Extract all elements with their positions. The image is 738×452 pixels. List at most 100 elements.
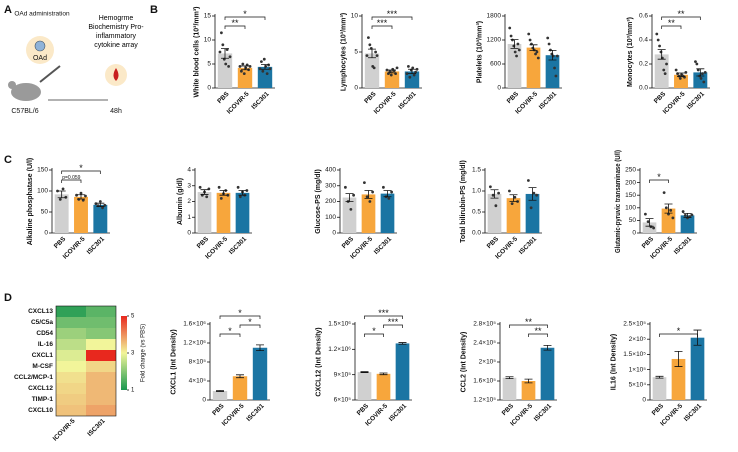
significance-label: **: [534, 326, 542, 336]
data-point: [367, 36, 370, 39]
heatmap-cell: [56, 405, 86, 416]
mouse-ear: [8, 81, 16, 89]
bar: [671, 358, 686, 400]
error-bar: [645, 218, 654, 227]
y-tick-label: 2.8×10⁵: [473, 321, 496, 328]
significance-label: ***: [378, 308, 389, 318]
panel-label: C: [4, 154, 12, 166]
data-point: [365, 195, 369, 199]
bar: [404, 71, 420, 88]
heatmap-cell: [56, 383, 86, 394]
y-tick-label: 50: [629, 217, 637, 224]
data-point: [510, 202, 514, 206]
y-tick-label: 200: [325, 198, 336, 205]
x-tick-label: PBS: [216, 90, 231, 105]
row-label: CXCL1: [32, 352, 54, 359]
error-bar: [241, 65, 249, 71]
heatmap-cell: [56, 350, 86, 361]
y-tick-label: 1200: [487, 37, 502, 44]
data-point: [554, 74, 558, 78]
y-axis-label: CXCL1 (Int Density): [171, 329, 178, 394]
x-tick-label: PBS: [341, 235, 356, 250]
error-bar: [96, 202, 105, 207]
bar: [502, 377, 517, 400]
significance-label: **: [525, 317, 533, 327]
heatmap-cell: [56, 306, 86, 317]
significance-bracket: [364, 315, 403, 319]
heatmap-cell: [86, 350, 116, 361]
data-point: [702, 80, 706, 84]
data-point: [219, 196, 223, 200]
row-label: C5/C5a: [31, 319, 53, 326]
y-tick-label: 2: [187, 198, 191, 205]
y-axis-label: White blood cells (10³/mm³): [194, 6, 201, 97]
x-tick-label: PBS: [486, 235, 501, 250]
virus-icon: [34, 40, 46, 52]
y-axis-label: Monocytes (10³/mm³): [627, 17, 634, 87]
data-point: [536, 56, 540, 60]
y-tick-label: 3: [187, 182, 191, 189]
data-point: [220, 31, 223, 35]
data-point: [81, 198, 85, 202]
y-tick-label: 5×10⁴: [629, 382, 647, 389]
significance-bracket: [219, 333, 241, 337]
error-bar: [383, 190, 392, 198]
y-tick-label: 0.4: [639, 37, 648, 44]
significance-label: p=0.059: [62, 175, 80, 181]
error-bar: [216, 390, 224, 392]
y-tick-label: 1.2×10⁶: [328, 346, 351, 353]
bar: [212, 390, 228, 400]
error-bar: [408, 68, 416, 74]
data-point: [242, 72, 246, 75]
colorbar-tick-label: 3: [131, 351, 135, 357]
heatmap-cell: [86, 328, 116, 339]
data-point: [352, 193, 356, 197]
row-label: CXCL10: [28, 407, 53, 414]
data-point: [343, 185, 347, 189]
data-point: [241, 62, 245, 66]
y-tick-label: 0.5: [472, 209, 481, 216]
y-tick-label: 1.6×10⁵: [473, 378, 496, 385]
significance-bracket: [371, 25, 393, 29]
y-tick-label: 2.4×10⁵: [473, 340, 496, 347]
error-bar: [677, 72, 685, 77]
y-axis-label: CCL2 (Int Density): [461, 332, 468, 393]
bar: [652, 377, 667, 400]
data-point: [56, 189, 59, 193]
y-tick-label: 2×10⁵: [629, 336, 647, 343]
data-point: [516, 42, 520, 46]
data-point: [703, 71, 707, 74]
x-tick-label: PBS: [356, 402, 371, 417]
colorbar: [121, 316, 127, 390]
data-point: [103, 203, 107, 207]
data-point: [529, 206, 533, 210]
significance-bracket: [383, 324, 403, 328]
error-bar: [529, 44, 538, 51]
row-label: CXCL13: [28, 308, 53, 315]
y-axis-label: Alkaline phosphatase (U/l): [27, 158, 34, 246]
significance-label: ***: [388, 317, 399, 327]
significance-label: *: [248, 317, 252, 327]
data-point: [228, 55, 232, 59]
y-tick-label: 0: [497, 85, 501, 92]
y-tick-label: 300: [325, 182, 336, 189]
y-tick-label: 1.2×10⁶: [183, 340, 206, 347]
significance-bracket: [528, 333, 548, 337]
y-tick-label: 0: [202, 397, 206, 404]
y-tick-label: 250: [625, 167, 636, 174]
bar: [506, 198, 521, 233]
significance-bracket: [509, 324, 548, 328]
bar: [526, 47, 541, 88]
data-point: [238, 65, 242, 68]
data-point: [488, 185, 492, 189]
data-point: [497, 191, 501, 195]
data-point: [238, 195, 242, 199]
data-point: [405, 72, 409, 75]
heatmap-cell: [56, 339, 86, 350]
row-label: TIMP-1: [32, 396, 54, 403]
data-point: [690, 213, 694, 217]
data-point: [684, 71, 688, 74]
significance-label: *: [372, 326, 376, 336]
data-point: [678, 77, 682, 80]
